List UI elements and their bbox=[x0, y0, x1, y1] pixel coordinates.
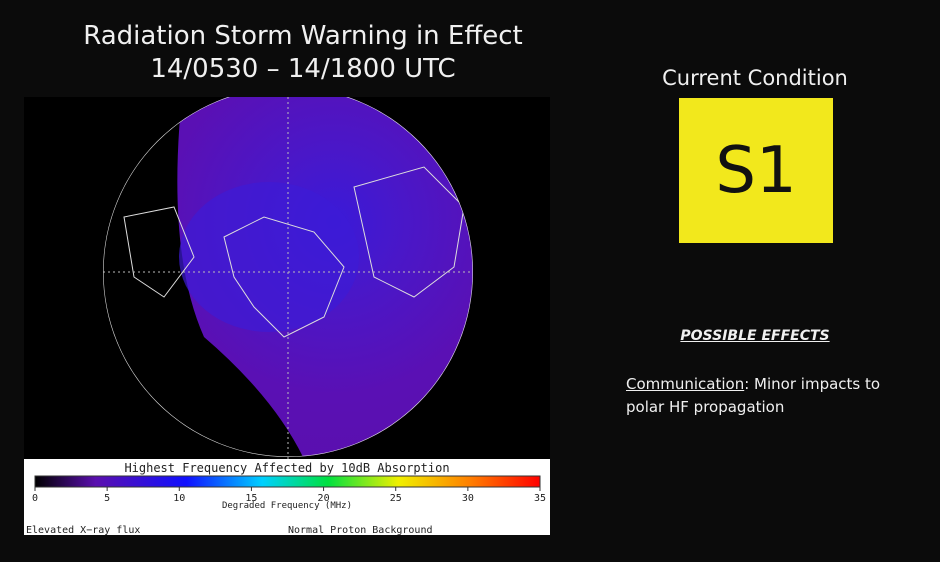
colorbar-tick-label: 5 bbox=[104, 493, 110, 504]
effects-label: Communication bbox=[626, 375, 745, 393]
colorbar-tick-label: 25 bbox=[390, 493, 402, 504]
footer-right: Normal Proton Background bbox=[288, 525, 433, 535]
subtitle: 14/0530 – 14/1800 UTC bbox=[150, 54, 456, 84]
colorbar-tick-label: 10 bbox=[173, 493, 185, 504]
colorbar-title: Highest Frequency Affected by 10dB Absor… bbox=[124, 461, 449, 475]
footer-left: Elevated X−ray flux bbox=[26, 525, 140, 535]
condition-badge: S1 bbox=[679, 98, 833, 243]
colorbar-tick-label: 30 bbox=[462, 493, 474, 504]
colorbar-tick-label: 20 bbox=[318, 493, 330, 504]
condition-level: S1 bbox=[715, 133, 797, 208]
colorbar bbox=[34, 475, 541, 488]
effects-detail: : Minor impacts to polar HF propagation bbox=[626, 375, 881, 416]
effects-text: Communication: Minor impacts to polar HF… bbox=[626, 373, 886, 419]
effects-heading: POSSIBLE EFFECTS bbox=[680, 328, 830, 344]
colorbar-tick-label: 0 bbox=[32, 493, 38, 504]
colorbar-tick-label: 35 bbox=[534, 493, 546, 504]
colorbar-tick-label: 15 bbox=[245, 493, 257, 504]
map-panel: Highest Frequency Affected by 10dB Absor… bbox=[24, 97, 550, 535]
colorbar-label: Degraded Frequency (MHz) bbox=[222, 501, 352, 511]
condition-heading: Current Condition bbox=[662, 66, 848, 90]
title: Radiation Storm Warning in Effect bbox=[83, 21, 523, 51]
